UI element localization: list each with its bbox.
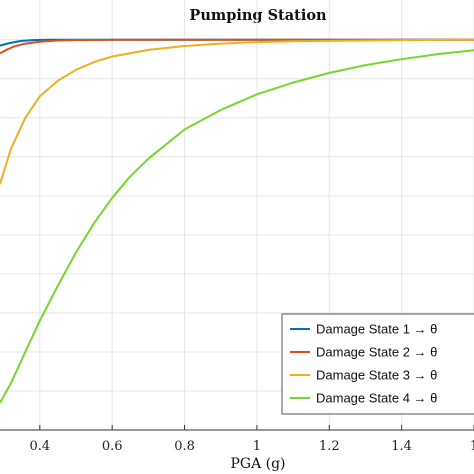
series-line-damage-state-4 <box>0 49 474 404</box>
chart-title: Pumping Station <box>189 7 327 24</box>
x-tick-label: 1.4 <box>391 439 412 454</box>
legend-label-damage-state-3: Damage State 3 → θ <box>316 368 437 383</box>
series-line-damage-state-2 <box>0 38 474 55</box>
legend-label-damage-state-1: Damage State 1 → θ <box>316 322 437 337</box>
grid <box>0 0 474 430</box>
x-tick-label: 1 <box>470 439 474 454</box>
legend-label-damage-state-4: Damage State 4 → θ <box>316 391 437 406</box>
legend: Damage State 1 → θ Damage State 2 → θ Dama… <box>281 313 474 415</box>
legend-label-damage-state-2: Damage State 2 → θ <box>316 345 437 360</box>
series-lines <box>0 38 474 404</box>
x-tick-label: 0.6 <box>102 439 123 454</box>
x-axis: 0.4 0.6 0.8 1 1.2 1.4 1 <box>0 425 474 454</box>
legend-box <box>281 313 474 415</box>
series-line-damage-state-3 <box>0 38 474 185</box>
x-axis-label: PGA (g) <box>230 456 285 472</box>
x-tick-label: 1.2 <box>319 439 340 454</box>
x-tick-label: 0.4 <box>29 439 50 454</box>
x-tick-label: 1 <box>253 439 261 454</box>
x-tick-label: 0.8 <box>174 439 195 454</box>
